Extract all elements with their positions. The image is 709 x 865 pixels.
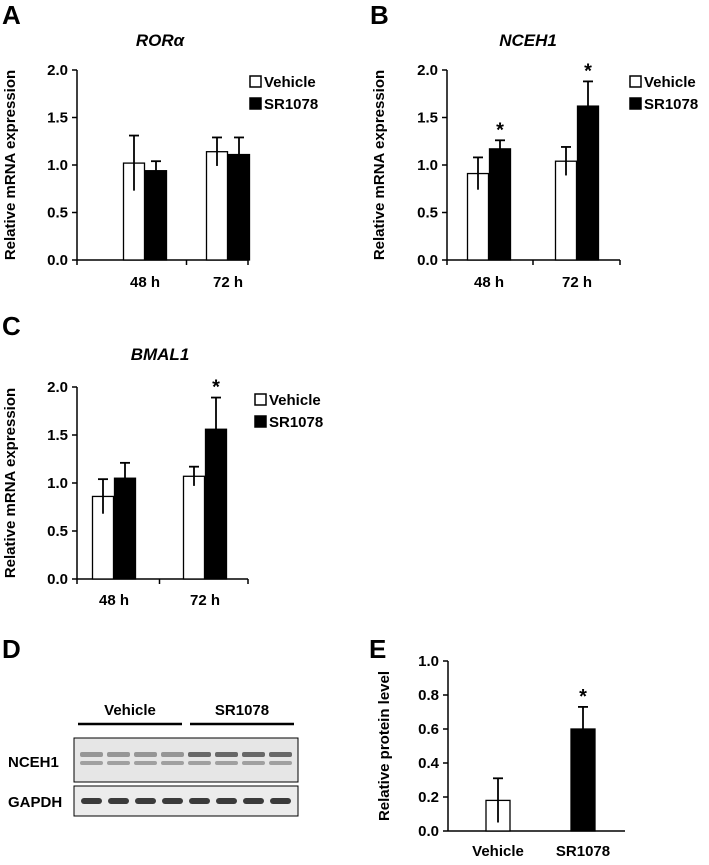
y-tick-label: 1.5 (47, 110, 68, 127)
y-tick-label: 0.5 (417, 205, 438, 222)
bar-sr1078 (488, 148, 512, 261)
y-axis-label: Relative mRNA expression (2, 388, 19, 578)
legend-label-sr1078: SR1078 (644, 96, 698, 113)
chart-protein-level: Relative protein level 0.0 0.2 0.4 0.6 0.8 1.0… (376, 653, 625, 860)
legend-swatch-vehicle (249, 75, 262, 88)
bar-vehicle (205, 151, 229, 261)
y-tick-label: 1.5 (47, 427, 68, 444)
blot-band-nceh1-upper (161, 752, 184, 757)
chart-title: NCEH1 (499, 31, 557, 50)
blot-band-gapdh (135, 798, 156, 804)
blot-membrane-nceh1 (73, 737, 299, 783)
panel-label-c: C (2, 311, 21, 341)
bar-vehicle (554, 160, 578, 261)
blot-band-gapdh (108, 798, 129, 804)
x-tick-label: Vehicle (472, 843, 524, 860)
blot-band-gapdh (243, 798, 264, 804)
y-tick-label: 2.0 (417, 62, 438, 79)
legend-label-sr1078: SR1078 (269, 414, 323, 431)
blot-band-nceh1-upper (242, 752, 265, 757)
bar-sr1078 (144, 170, 168, 261)
significance-marker: * (212, 377, 220, 399)
blot-band-nceh1-upper (107, 752, 130, 757)
blot-band-gapdh (81, 798, 102, 804)
blot-band-nceh1-lower (134, 761, 157, 765)
panel-label-e: E (369, 634, 387, 664)
chart-nceh1: NCEH1 Relative mRNA expression 0.0 0.5 1.0 1.… (371, 31, 698, 291)
legend-label-vehicle: Vehicle (644, 74, 696, 91)
y-tick-label: 2.0 (47, 379, 68, 396)
blot-band-nceh1-lower (80, 761, 103, 765)
y-tick-label: 0.8 (418, 687, 439, 704)
blot-band-gapdh (162, 798, 183, 804)
bar-vehicle (182, 475, 206, 580)
legend-swatch-vehicle (254, 393, 267, 406)
blot-band-gapdh (189, 798, 210, 804)
chart-bmal1: BMAL1 Relative mRNA expression 0.0 0.5 1.0 1.… (2, 345, 323, 609)
y-axis-label: Relative mRNA expression (371, 70, 388, 260)
legend-swatch-vehicle (629, 75, 642, 88)
blot-row-gapdh: GAPDH (8, 794, 62, 811)
legend-label-vehicle: Vehicle (269, 392, 321, 409)
significance-marker: * (579, 686, 587, 708)
blot-band-nceh1-upper (269, 752, 292, 757)
y-tick-label: 0.2 (418, 789, 439, 806)
legend-label-sr1078: SR1078 (264, 96, 318, 113)
y-axis-label: Relative protein level (376, 671, 393, 821)
x-tick-label: 48 h (474, 274, 504, 291)
x-tick-label: 48 h (130, 274, 160, 291)
legend-label-vehicle: Vehicle (264, 74, 316, 91)
y-tick-label: 1.0 (47, 475, 68, 492)
chart-title: BMAL1 (131, 345, 190, 364)
panel-label-b: B (370, 0, 389, 30)
blot-row-nceh1: NCEH1 (8, 754, 59, 771)
y-tick-label: 0.0 (417, 252, 438, 269)
y-tick-label: 2.0 (47, 62, 68, 79)
y-axis-label: Relative mRNA expression (2, 70, 19, 260)
y-tick-label: 1.0 (417, 157, 438, 174)
legend-swatch-sr1078 (249, 97, 262, 110)
blot-band-nceh1-lower (242, 761, 265, 765)
blot-band-gapdh (270, 798, 291, 804)
y-tick-label: 0.0 (418, 823, 439, 840)
chart-rora: RORα Relative mRNA expression 0.0 0.5 1.0 1.5… (2, 31, 318, 291)
y-tick-label: 0.0 (47, 571, 68, 588)
y-tick-label: 0.5 (47, 523, 68, 540)
panel-label-a: A (2, 0, 21, 30)
chart-title: RORα (136, 31, 186, 50)
x-tick-label: 72 h (562, 274, 592, 291)
x-tick-label: SR1078 (556, 843, 610, 860)
x-tick-label: 72 h (190, 592, 220, 609)
western-blot-image: Vehicle SR1078 NCEH1 GAPDH (8, 702, 299, 817)
legend-swatch-sr1078 (254, 415, 267, 428)
blot-band-nceh1-lower (269, 761, 292, 765)
blot-band-nceh1-lower (215, 761, 238, 765)
x-tick-label: 72 h (213, 274, 243, 291)
y-tick-label: 1.0 (418, 653, 439, 670)
blot-band-nceh1-upper (80, 752, 103, 757)
legend-swatch-sr1078 (629, 97, 642, 110)
y-tick-label: 0.6 (418, 721, 439, 738)
y-tick-label: 0.4 (418, 755, 440, 772)
western-blot: Vehicle SR1078 NCEH1 GAPDH (0, 640, 340, 860)
blot-band-nceh1-lower (161, 761, 184, 765)
y-tick-label: 0.5 (47, 205, 68, 222)
panel-label-d: D (2, 634, 21, 664)
x-tick-label: 48 h (99, 592, 129, 609)
blot-band-nceh1-lower (107, 761, 130, 765)
blot-band-nceh1-lower (188, 761, 211, 765)
blot-band-nceh1-upper (188, 752, 211, 757)
y-tick-label: 1.0 (47, 157, 68, 174)
significance-marker: * (584, 60, 592, 82)
blot-band-nceh1-upper (134, 752, 157, 757)
significance-marker: * (496, 119, 504, 141)
blot-band-nceh1-upper (215, 752, 238, 757)
blot-membrane-gapdh (73, 785, 299, 817)
blot-group-sr1078: SR1078 (215, 702, 269, 719)
y-tick-label: 1.5 (417, 110, 438, 127)
blot-band-gapdh (216, 798, 237, 804)
y-tick-label: 0.0 (47, 252, 68, 269)
blot-group-vehicle: Vehicle (104, 702, 156, 719)
